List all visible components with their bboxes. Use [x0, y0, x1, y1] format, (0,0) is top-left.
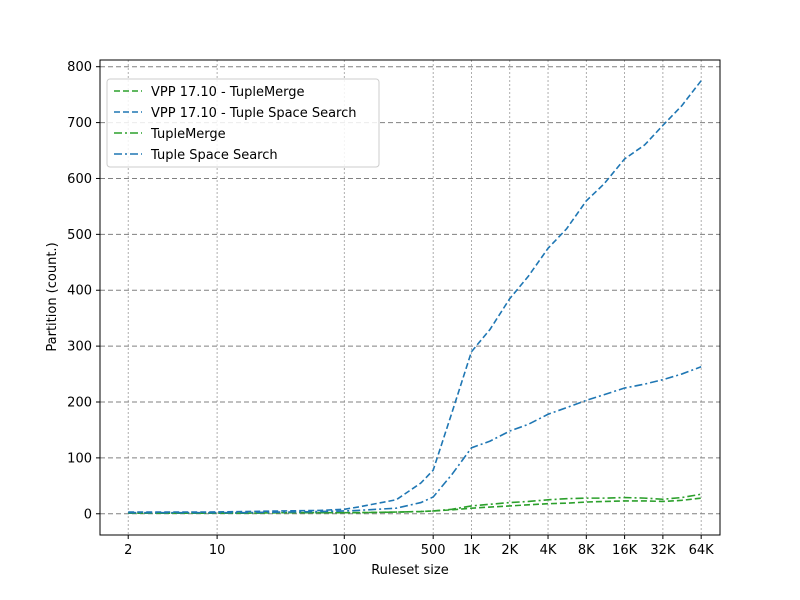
- y-tick-label: 0: [84, 507, 92, 522]
- legend: VPP 17.10 - TupleMerge VPP 17.10 - Tuple …: [106, 78, 380, 168]
- x-tick-label: 1K: [463, 543, 480, 558]
- x-tick-label: 4K: [540, 543, 557, 558]
- x-axis-label: Ruleset size: [371, 563, 449, 578]
- y-tick-label: 300: [67, 340, 92, 355]
- y-tick-label: 800: [67, 60, 92, 75]
- legend-entry-label: TupleMerge: [150, 127, 226, 142]
- series-line-1: [128, 497, 702, 515]
- x-tick-label: 500: [421, 543, 446, 558]
- plot-series: [128, 80, 702, 515]
- y-axis-label: Partition (count.): [45, 242, 60, 351]
- legend-entry-label: VPP 17.10 - TupleMerge: [151, 85, 305, 100]
- legend-entry-label: Tuple Space Search: [150, 148, 278, 163]
- x-tick-label: 100: [332, 543, 357, 558]
- y-tick-label: 100: [67, 451, 92, 466]
- x-tick-label: 2: [124, 543, 132, 558]
- x-tick-label: 16K: [612, 543, 638, 558]
- y-tick-label: 700: [67, 116, 92, 131]
- series-line-2: [128, 80, 702, 513]
- x-tick-label: 32K: [650, 543, 676, 558]
- legend-entry-label: VPP 17.10 - Tuple Space Search: [151, 106, 357, 121]
- plot-area-frame: [99, 59, 721, 536]
- y-tick-label: 200: [67, 396, 92, 411]
- series-line-3: [128, 493, 702, 515]
- y-tick-label: 500: [67, 228, 92, 243]
- axis-ticks: 2 10 100 500 1K 2K 4K 8K 16K 32K 64K 0 100 200 300 400 5…: [67, 60, 714, 558]
- series-line-4: [128, 366, 702, 514]
- x-tick-label: 2K: [501, 543, 518, 558]
- x-tick-label: 64K: [689, 543, 715, 558]
- x-tick-label: 10: [209, 543, 226, 558]
- grid: [100, 60, 720, 535]
- y-tick-label: 400: [67, 284, 92, 299]
- x-tick-label: 8K: [578, 543, 595, 558]
- legend-box: [106, 78, 380, 168]
- y-tick-label: 600: [67, 172, 92, 187]
